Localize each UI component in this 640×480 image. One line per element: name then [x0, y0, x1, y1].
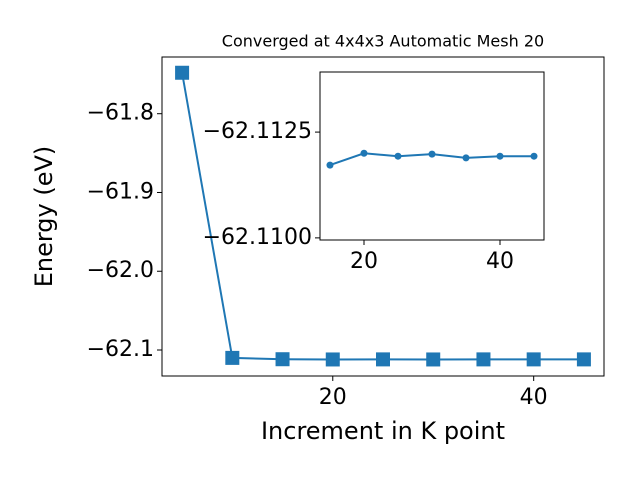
- marker: [225, 350, 240, 365]
- marker: [576, 352, 591, 367]
- marker: [462, 154, 470, 162]
- x-tick-label: 20: [319, 385, 347, 410]
- x-axis-label: Increment in K point: [261, 417, 505, 445]
- y-tick-label: −62.1: [87, 337, 154, 362]
- marker: [394, 152, 402, 160]
- marker: [428, 150, 436, 158]
- y-tick-label: −62.0: [87, 258, 154, 283]
- chart-title: Converged at 4x4x3 Automatic Mesh 20: [222, 32, 544, 51]
- y-tick-label: −61.8: [87, 101, 154, 126]
- marker: [426, 352, 441, 367]
- marker: [360, 149, 368, 157]
- marker: [376, 352, 390, 367]
- marker: [175, 65, 190, 80]
- y-tick-label: −62.1125: [203, 119, 312, 144]
- x-tick-label: 40: [486, 249, 514, 274]
- marker: [476, 352, 491, 367]
- y-tick-label: −61.9: [87, 179, 154, 204]
- marker: [326, 161, 334, 169]
- marker: [526, 352, 541, 367]
- marker: [325, 352, 340, 367]
- x-tick-label: 20: [350, 249, 378, 274]
- y-axis-label: Energy (eV): [30, 146, 58, 288]
- marker: [496, 152, 504, 160]
- marker: [275, 352, 290, 367]
- x-tick-label: 40: [520, 385, 548, 410]
- marker: [530, 152, 538, 160]
- y-tick-label: −62.1100: [203, 225, 312, 250]
